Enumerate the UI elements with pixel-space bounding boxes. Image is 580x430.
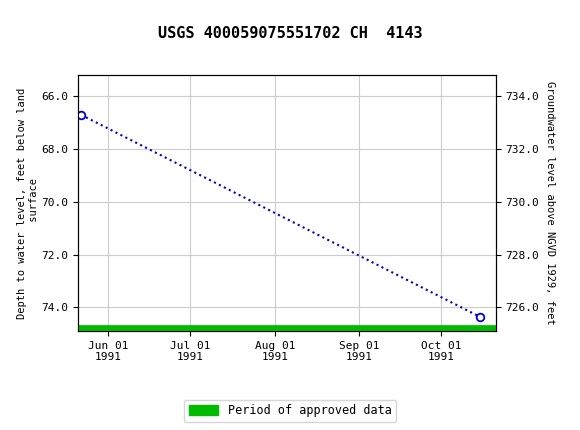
Text: USGS: USGS bbox=[41, 8, 100, 27]
Y-axis label: Groundwater level above NGVD 1929, feet: Groundwater level above NGVD 1929, feet bbox=[545, 81, 555, 325]
Text: USGS 400059075551702 CH  4143: USGS 400059075551702 CH 4143 bbox=[158, 26, 422, 41]
Y-axis label: Depth to water level, feet below land
 surface: Depth to water level, feet below land su… bbox=[17, 88, 39, 319]
Text: ≋: ≋ bbox=[3, 6, 24, 30]
Legend: Period of approved data: Period of approved data bbox=[184, 399, 396, 422]
